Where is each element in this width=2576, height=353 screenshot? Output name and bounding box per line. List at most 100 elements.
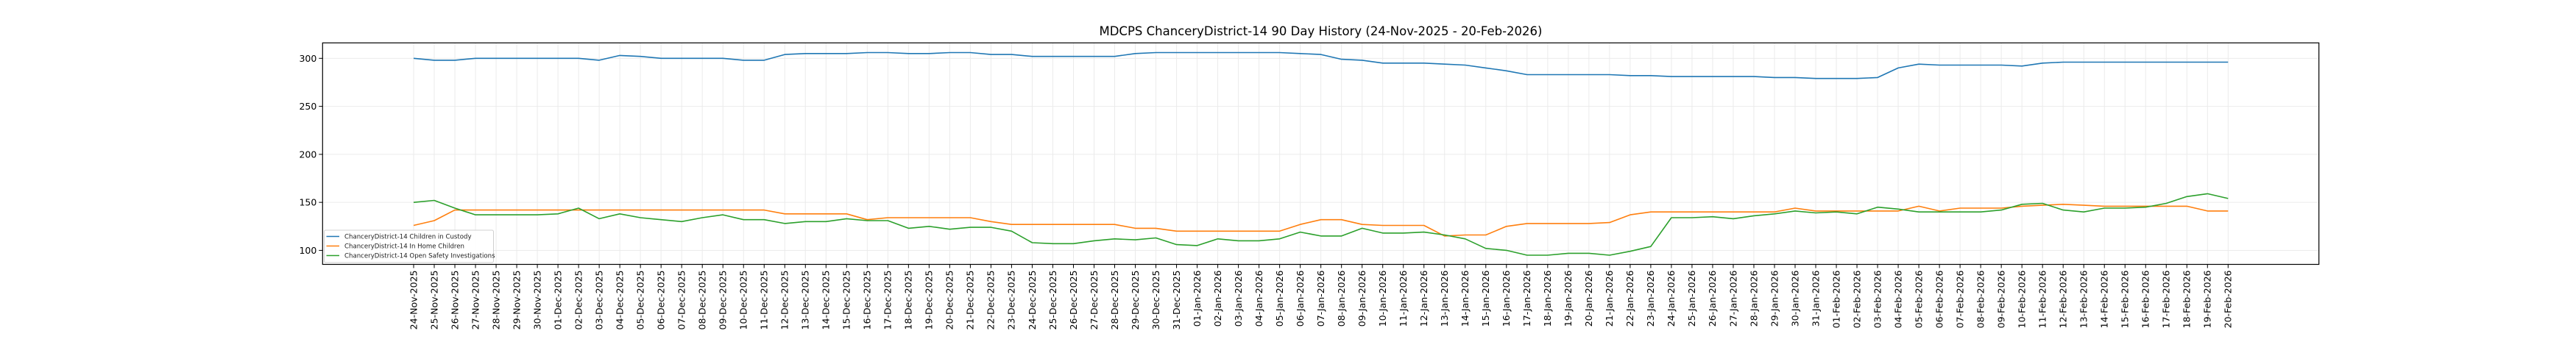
y-tick-label: 250 (299, 101, 316, 112)
x-tick-label: 14-Dec-2025 (821, 271, 832, 330)
x-tick-label: 31-Dec-2025 (1171, 271, 1182, 330)
x-tick-label: 11-Dec-2025 (759, 271, 770, 330)
x-tick-label: 25-Nov-2025 (428, 271, 439, 330)
x-tick-label: 12-Jan-2026 (1418, 270, 1429, 327)
x-tick-label: 15-Jan-2026 (1480, 270, 1491, 327)
x-tick-label: 01-Feb-2026 (1830, 270, 1841, 328)
x-tick-label: 12-Dec-2025 (779, 271, 790, 330)
x-tick-label: 27-Dec-2025 (1089, 271, 1100, 330)
x-tick-label: 08-Feb-2026 (1975, 270, 1986, 328)
x-tick-label: 03-Dec-2025 (593, 271, 604, 330)
x-tick-label: 08-Jan-2026 (1336, 270, 1347, 327)
legend-box (324, 229, 494, 263)
x-tick-label: 24-Dec-2025 (1027, 271, 1038, 330)
x-tick-label: 02-Jan-2026 (1212, 270, 1223, 327)
x-tick-label: 05-Dec-2025 (634, 271, 645, 330)
series-lines (413, 51, 2229, 256)
x-tick-label: 06-Dec-2025 (655, 271, 666, 330)
x-tick-label: 24-Jan-2026 (1666, 270, 1677, 327)
x-tick-label: 04-Feb-2026 (1892, 270, 1903, 328)
x-tick-label: 17-Jan-2026 (1521, 270, 1532, 327)
x-tick-label: 26-Jan-2026 (1707, 270, 1718, 327)
x-tick-label: 22-Dec-2025 (986, 271, 997, 330)
x-tick-label: 17-Feb-2026 (2161, 270, 2172, 328)
y-axis: 100 150 200 250 300 (299, 53, 323, 256)
x-tick-label: 27-Jan-2026 (1727, 270, 1738, 327)
x-tick-label: 07-Feb-2026 (1954, 270, 1965, 328)
x-tick-label: 07-Dec-2025 (676, 271, 687, 330)
x-tick-label: 29-Jan-2026 (1769, 270, 1780, 327)
x-tick-label: 16-Feb-2026 (2140, 270, 2151, 328)
x-tick-label: 20-Jan-2026 (1583, 270, 1594, 327)
legend-label: ChanceryDistrict-14 Open Safety Investig… (344, 253, 495, 260)
x-axis: 24-Nov-2025 25-Nov-2025 26-Nov-2025 27-Nov-… (408, 264, 2234, 330)
x-tick-label: 09-Feb-2026 (1995, 270, 2006, 328)
x-tick-label: 13-Dec-2025 (800, 271, 811, 330)
x-tick-label: 02-Feb-2026 (1851, 270, 1862, 328)
x-tick-label: 08-Dec-2025 (697, 271, 708, 330)
y-tick-label: 150 (299, 197, 316, 208)
x-tick-label: 09-Dec-2025 (718, 271, 729, 330)
chart-title: MDCPS ChanceryDistrict-14 90 Day History… (1099, 24, 1543, 38)
x-tick-label: 07-Jan-2026 (1315, 270, 1326, 327)
x-tick-label: 20-Dec-2025 (944, 271, 955, 330)
x-tick-label: 18-Feb-2026 (2182, 270, 2193, 328)
legend: ChanceryDistrict-14 Children in Custody C… (324, 229, 495, 263)
x-tick-label: 06-Feb-2026 (1933, 270, 1945, 328)
x-tick-label: 03-Feb-2026 (1872, 270, 1883, 328)
x-tick-label: 04-Dec-2025 (614, 271, 625, 330)
x-tick-label: 02-Dec-2025 (573, 271, 584, 330)
x-tick-label: 23-Jan-2026 (1645, 270, 1656, 327)
x-tick-label: 09-Jan-2026 (1356, 270, 1367, 327)
x-tick-label: 11-Jan-2026 (1398, 270, 1409, 327)
x-tick-label: 04-Jan-2026 (1253, 270, 1264, 327)
x-tick-label: 19-Feb-2026 (2202, 270, 2213, 328)
x-tick-label: 24-Nov-2025 (408, 271, 419, 330)
x-tick-label: 25-Jan-2026 (1686, 270, 1697, 327)
x-tick-label: 06-Jan-2026 (1295, 270, 1306, 327)
x-tick-label: 10-Feb-2026 (2016, 270, 2027, 328)
x-tick-label: 13-Jan-2026 (1439, 270, 1450, 327)
x-tick-label: 01-Dec-2025 (552, 271, 563, 330)
x-tick-label: 26-Nov-2025 (449, 271, 460, 330)
x-tick-label: 20-Feb-2026 (2223, 270, 2234, 328)
x-tick-label: 29-Nov-2025 (511, 271, 522, 330)
x-tick-label: 11-Feb-2026 (2037, 270, 2048, 328)
x-tick-label: 16-Jan-2026 (1501, 270, 1512, 327)
grid-lines (322, 43, 2319, 265)
x-tick-label: 30-Dec-2025 (1150, 271, 1161, 330)
x-tick-label: 05-Feb-2026 (1913, 270, 1924, 328)
x-tick-label: 13-Feb-2026 (2078, 270, 2090, 328)
x-tick-label: 28-Nov-2025 (490, 271, 501, 330)
x-tick-label: 21-Jan-2026 (1604, 270, 1615, 327)
x-tick-label: 31-Jan-2026 (1810, 270, 1821, 327)
x-tick-label: 17-Dec-2025 (882, 271, 894, 330)
x-tick-label: 18-Dec-2025 (903, 271, 914, 330)
x-tick-label: 19-Dec-2025 (924, 271, 935, 330)
x-tick-label: 05-Jan-2026 (1274, 270, 1285, 327)
x-tick-label: 26-Dec-2025 (1068, 271, 1079, 330)
x-tick-label: 10-Jan-2026 (1377, 270, 1388, 327)
x-tick-label: 15-Dec-2025 (841, 271, 852, 330)
x-tick-label: 25-Dec-2025 (1047, 271, 1058, 330)
x-tick-label: 27-Nov-2025 (470, 271, 481, 330)
x-tick-label: 28-Jan-2026 (1748, 270, 1759, 327)
x-tick-label: 30-Nov-2025 (531, 271, 542, 330)
x-tick-label: 03-Jan-2026 (1233, 270, 1244, 327)
x-tick-label: 30-Jan-2026 (1789, 270, 1800, 327)
x-tick-label: 14-Feb-2026 (2099, 270, 2110, 328)
x-tick-label: 22-Jan-2026 (1624, 270, 1635, 327)
legend-label: ChanceryDistrict-14 In Home Children (344, 243, 464, 251)
x-tick-label: 14-Jan-2026 (1459, 270, 1471, 327)
x-tick-label: 23-Dec-2025 (1006, 271, 1017, 330)
x-tick-label: 18-Jan-2026 (1542, 270, 1553, 327)
legend-label: ChanceryDistrict-14 Children in Custody (344, 234, 472, 241)
y-tick-label: 300 (299, 53, 316, 64)
x-tick-label: 01-Jan-2026 (1192, 270, 1203, 327)
x-tick-label: 28-Dec-2025 (1109, 271, 1120, 330)
x-tick-label: 12-Feb-2026 (2058, 270, 2069, 328)
x-tick-label: 15-Feb-2026 (2120, 270, 2131, 328)
y-tick-label: 200 (299, 149, 316, 160)
x-tick-label: 29-Dec-2025 (1130, 271, 1141, 330)
